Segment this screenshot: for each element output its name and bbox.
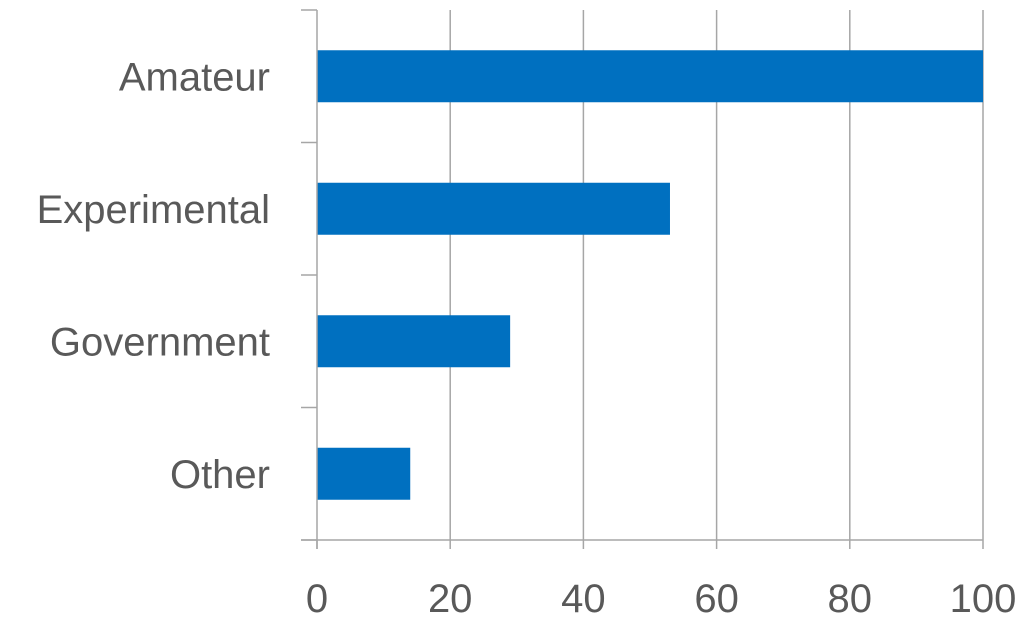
category-label-government: Government (50, 320, 270, 364)
bars (317, 50, 983, 500)
bar-government (317, 315, 511, 368)
category-labels: Amateur Experimental Government Other (37, 55, 270, 497)
x-tick-label-100: 100 (950, 577, 1017, 620)
axes (301, 9, 984, 549)
category-label-amateur: Amateur (119, 55, 270, 99)
bar-other (317, 447, 411, 500)
category-label-other: Other (170, 453, 270, 497)
x-tick-label-40: 40 (561, 577, 606, 620)
x-tick-labels: 0 20 40 60 80 100 (306, 577, 1017, 620)
category-label-experimental: Experimental (37, 188, 270, 232)
x-tick-label-80: 80 (828, 577, 873, 620)
x-tick-label-20: 20 (428, 577, 473, 620)
bar-amateur (317, 50, 983, 103)
x-tick-label-0: 0 (306, 577, 328, 620)
x-tick-label-60: 60 (694, 577, 739, 620)
bar-experimental (317, 182, 670, 235)
